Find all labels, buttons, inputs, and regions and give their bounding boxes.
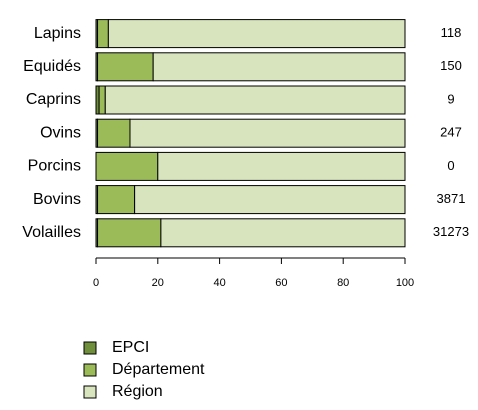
annotation: 150 [440, 58, 462, 73]
bar-segment [129, 118, 406, 148]
bar-segment [97, 19, 109, 49]
legend-swatch [83, 385, 97, 399]
legend-label: Département [112, 361, 205, 378]
bar-segment [104, 85, 406, 115]
annotation: 247 [440, 125, 462, 140]
legend-swatch [83, 341, 97, 355]
annotation: 0 [447, 158, 454, 173]
bar-segment [97, 118, 131, 148]
bar-segment [95, 151, 159, 181]
bar-segment [107, 19, 406, 49]
x-tick-label: 100 [396, 277, 414, 289]
bar-segment [97, 52, 154, 82]
y-tick-label: Volailles [22, 224, 81, 241]
y-tick-label: Bovins [33, 191, 81, 208]
bar-segment [134, 185, 406, 215]
x-tick-label: 60 [275, 277, 287, 289]
legend-swatch [83, 363, 97, 377]
legend-label: Région [112, 383, 163, 400]
y-tick-label: Ovins [40, 124, 81, 141]
annotation: 118 [441, 25, 462, 40]
annotation: 31273 [433, 224, 469, 239]
annotation: 3871 [437, 191, 466, 206]
x-tick-label: 40 [213, 277, 225, 289]
bar-segment [157, 151, 406, 181]
y-tick-label: Porcins [28, 158, 81, 175]
bar-segment [97, 218, 162, 248]
annotation: 9 [447, 91, 454, 106]
bar-segment [160, 218, 406, 248]
y-tick-label: Equidés [23, 58, 81, 75]
y-tick-label: Lapins [34, 25, 81, 42]
x-tick-label: 0 [93, 277, 99, 289]
x-tick-label: 80 [337, 277, 349, 289]
x-tick-label: 20 [152, 277, 164, 289]
legend-label: EPCI [112, 339, 149, 356]
y-tick-label: Caprins [26, 91, 81, 108]
bar-segment [98, 85, 106, 115]
bar-segment [152, 52, 406, 82]
bar-segment [97, 185, 136, 215]
